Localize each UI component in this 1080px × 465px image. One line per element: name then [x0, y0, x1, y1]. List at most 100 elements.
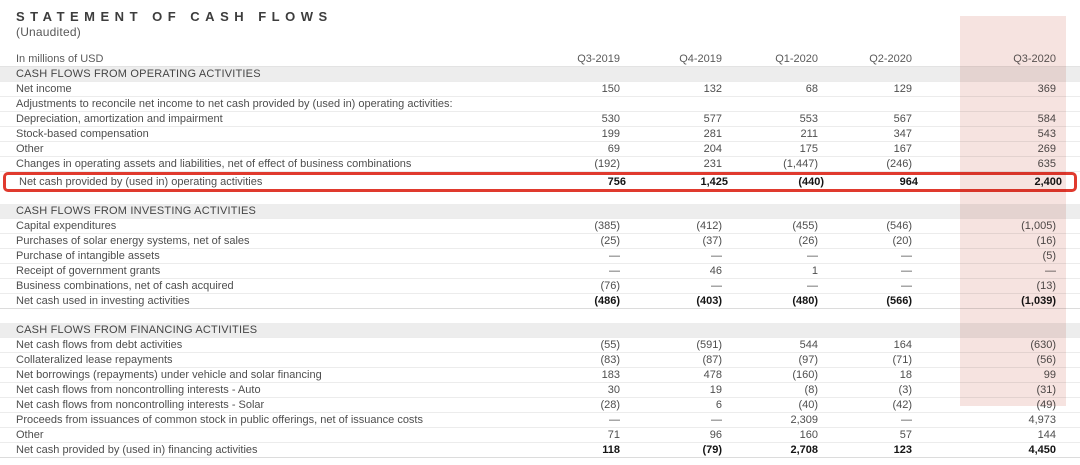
cell-value: 2,400 — [1034, 176, 1062, 188]
row-label: Receipt of government grants — [16, 265, 161, 277]
cell-value: 964 — [899, 176, 918, 188]
cell-value: (486) — [594, 295, 620, 307]
row-label: Purchase of intangible assets — [16, 250, 160, 262]
cell-value: — — [711, 280, 722, 292]
row-label: Net cash flows from debt activities — [16, 339, 183, 351]
table-row: Collateralized lease repayments (83) (87) (… — [0, 353, 1080, 368]
cell-value: (192) — [594, 158, 620, 170]
cell-value: 167 — [893, 143, 912, 155]
cell-value: — — [901, 250, 912, 262]
cell-value: (455) — [792, 220, 818, 232]
cell-value: 164 — [893, 339, 912, 351]
section-header: CASH FLOWS FROM INVESTING ACTIVITIES — [0, 204, 1080, 219]
row-label: Capital expenditures — [16, 220, 117, 232]
table-row: Adjustments to reconcile net income to n… — [0, 97, 1080, 112]
cell-value: 369 — [1037, 83, 1056, 95]
cell-value: (26) — [798, 235, 818, 247]
cell-value: (480) — [792, 295, 818, 307]
cell-value: 1,425 — [700, 176, 728, 188]
cell-value: 160 — [799, 429, 818, 441]
cell-value: (40) — [798, 399, 818, 411]
cell-value: 19 — [709, 384, 722, 396]
table-row: Purchase of intangible assets — — — — (5) — [0, 249, 1080, 264]
cell-value: (1,447) — [783, 158, 818, 170]
cell-value: (37) — [702, 235, 722, 247]
cell-value: (440) — [798, 176, 824, 188]
cell-value: 584 — [1037, 113, 1056, 125]
cell-value: (591) — [696, 339, 722, 351]
cell-value: — — [901, 265, 912, 277]
cell-value: (412) — [696, 220, 722, 232]
row-label: Proceeds from issuances of common stock … — [16, 414, 423, 426]
row-label: Other — [16, 429, 44, 441]
cell-value: 132 — [703, 83, 722, 95]
cell-value: 269 — [1037, 143, 1056, 155]
row-label: Net income — [16, 83, 72, 95]
highlighted-total-row: Net cash provided by (used in) operating… — [3, 172, 1077, 192]
cell-value: (160) — [792, 369, 818, 381]
cell-value: (79) — [702, 444, 722, 456]
section-header-label: CASH FLOWS FROM FINANCING ACTIVITIES — [16, 324, 258, 336]
cell-value: 4,450 — [1028, 444, 1056, 456]
cell-value: (76) — [600, 280, 620, 292]
cell-value: — — [609, 250, 620, 262]
table-row: Capital expenditures (385) (412) (455) (546)… — [0, 219, 1080, 234]
cell-value: 68 — [805, 83, 818, 95]
cell-value: 123 — [893, 444, 912, 456]
table-row: Depreciation, amortization and impairmen… — [0, 112, 1080, 127]
table-row: Other 69 204 175 167 269 — [0, 142, 1080, 157]
section-header: CASH FLOWS FROM OPERATING ACTIVITIES — [0, 67, 1080, 82]
cell-value: (25) — [600, 235, 620, 247]
row-label: Net cash provided by (used in) operating… — [19, 176, 263, 188]
cell-value: (246) — [886, 158, 912, 170]
section-header-label: CASH FLOWS FROM INVESTING ACTIVITIES — [16, 205, 257, 217]
title-block: STATEMENT OF CASH FLOWS (Unaudited) — [16, 9, 333, 40]
cell-value: — — [711, 250, 722, 262]
cell-value: — — [609, 265, 620, 277]
table-row: Proceeds from issuances of common stock … — [0, 413, 1080, 428]
cell-value: (56) — [1036, 354, 1056, 366]
cell-value: 567 — [893, 113, 912, 125]
cell-value: 756 — [607, 176, 626, 188]
table-row: Purchases of solar energy systems, net o… — [0, 234, 1080, 249]
cash-flow-table: In millions of USD Q3-2019 Q4-2019 Q1-2020 Q… — [0, 52, 1080, 458]
cell-value: 118 — [602, 444, 620, 456]
cell-value: 183 — [601, 369, 620, 381]
cell-value: 144 — [1037, 429, 1056, 441]
cell-value: (16) — [1036, 235, 1056, 247]
cell-value: 150 — [601, 83, 620, 95]
total-row: Net cash provided by (used in) financing… — [0, 443, 1080, 458]
cell-value: 231 — [703, 158, 722, 170]
cell-value: 129 — [893, 83, 912, 95]
row-label: Purchases of solar energy systems, net o… — [16, 235, 250, 247]
cell-value: (630) — [1030, 339, 1056, 351]
section-header-label: CASH FLOWS FROM OPERATING ACTIVITIES — [16, 68, 261, 80]
column-header: Q3-2019 — [577, 53, 620, 65]
column-header: Q1-2020 — [775, 53, 818, 65]
row-label: Business combinations, net of cash acqui… — [16, 280, 234, 292]
row-label: Net borrowings (repayments) under vehicl… — [16, 369, 322, 381]
column-header: Q3-2020 — [1013, 53, 1056, 65]
cell-value: — — [1045, 265, 1056, 277]
section-header: CASH FLOWS FROM FINANCING ACTIVITIES — [0, 323, 1080, 338]
row-label: Collateralized lease repayments — [16, 354, 173, 366]
cell-value: 1 — [811, 265, 818, 277]
cell-value: 71 — [607, 429, 620, 441]
cell-value: — — [901, 280, 912, 292]
cell-value: (566) — [886, 295, 912, 307]
cell-value: — — [711, 414, 722, 426]
cell-value: 2,708 — [790, 444, 818, 456]
table-row: Business combinations, net of cash acqui… — [0, 279, 1080, 294]
cell-value: 96 — [709, 429, 722, 441]
cell-value: (49) — [1036, 399, 1056, 411]
cell-value: (55) — [600, 339, 620, 351]
column-header-row: In millions of USD Q3-2019 Q4-2019 Q1-2020 Q… — [0, 52, 1080, 67]
row-label: Changes in operating assets and liabilit… — [16, 158, 412, 170]
cell-value: 543 — [1037, 128, 1056, 140]
cell-value: 18 — [899, 369, 912, 381]
unit-label: In millions of USD — [16, 53, 104, 65]
cell-value: 6 — [715, 399, 722, 411]
cell-value: 2,309 — [790, 414, 818, 426]
table-row: Net borrowings (repayments) under vehicl… — [0, 368, 1080, 383]
cell-value: (83) — [600, 354, 620, 366]
